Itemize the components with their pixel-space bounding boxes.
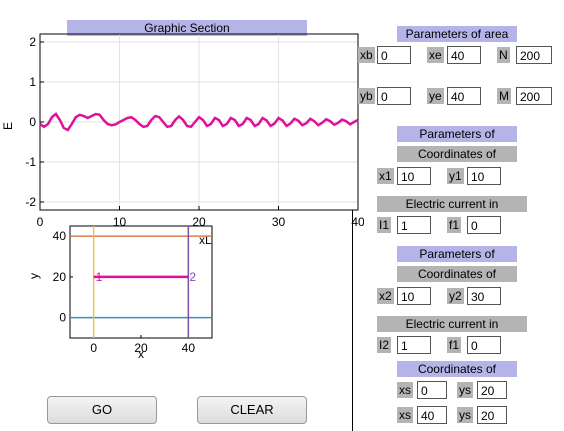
f1-label: f1	[447, 217, 462, 233]
xe-input[interactable]: 40	[447, 46, 481, 64]
f1-input[interactable]: 0	[467, 216, 501, 234]
y2-label: y2	[447, 288, 464, 304]
i2-input[interactable]: 1	[397, 336, 431, 354]
y2-input[interactable]: 30	[467, 287, 501, 305]
x2-input[interactable]: 10	[397, 287, 431, 305]
y-tick-label: -2	[25, 195, 36, 209]
panel-divider	[352, 210, 353, 431]
y1-label: y1	[447, 168, 464, 184]
m-label: M	[497, 88, 511, 104]
conductor1-current-title: Electric current in	[377, 196, 527, 212]
geo-y-tick-label: 0	[59, 311, 66, 325]
m-input[interactable]: 200	[516, 87, 552, 105]
ys2-label: ys	[457, 407, 473, 423]
go-button[interactable]: GO	[47, 396, 157, 424]
point-1-label: 1	[96, 270, 103, 284]
clear-button[interactable]: CLEAR	[197, 396, 307, 424]
geometry-y-label: y	[27, 273, 41, 279]
graphic-section-title: Graphic Section	[67, 20, 307, 36]
x-tick-label: 0	[37, 215, 44, 229]
xb-input[interactable]: 0	[377, 46, 411, 64]
params-area-title: Parameters of area	[397, 26, 517, 42]
f2-input[interactable]: 0	[467, 336, 501, 354]
i1-label: I1	[377, 217, 392, 233]
x-tick-label: 40	[351, 215, 364, 229]
x2-label: x2	[377, 288, 394, 304]
xs1-input[interactable]: 0	[417, 381, 447, 399]
geo-x-tick-label: 0	[90, 341, 97, 355]
n-label: N	[497, 47, 510, 63]
geometry-x-label: x	[138, 347, 144, 361]
geo-y-tick-label: 20	[53, 270, 67, 284]
geo-x-tick-label: 40	[182, 341, 196, 355]
geometry-plot: xL y x 0 20 40 40 20 0 1 2	[27, 225, 213, 361]
x1-input[interactable]: 10	[397, 167, 431, 185]
conductor1-coords-title: Coordinates of	[397, 146, 517, 162]
ye-input[interactable]: 40	[447, 87, 481, 105]
y-tick-label: 2	[29, 35, 36, 49]
chart-grid	[39, 34, 359, 210]
y-tick-label: 1	[29, 75, 36, 89]
e-field-chart: E 210-1-2 0 10 20 30 40	[1, 33, 364, 229]
xb-label: xb	[358, 47, 375, 63]
x-tick-label: 30	[272, 215, 286, 229]
i2-label: I2	[377, 337, 392, 353]
series-line	[39, 112, 359, 132]
point-2-label: 2	[189, 270, 196, 284]
f2-label: f1	[447, 337, 462, 353]
conductor1-title: Parameters of	[397, 126, 517, 142]
y-tick-label: -1	[25, 155, 36, 169]
xs2-input[interactable]: 40	[417, 406, 447, 424]
x1-label: x1	[377, 168, 394, 184]
geo-x-tick-label: 20	[134, 341, 148, 355]
yb-label: yb	[358, 88, 375, 104]
i1-input[interactable]: 1	[397, 216, 431, 234]
ys2-input[interactable]: 20	[477, 406, 507, 424]
y1-input[interactable]: 10	[467, 167, 501, 185]
xs2-label: xs	[397, 407, 413, 423]
geo-y-tick-label: 40	[53, 229, 67, 243]
n-input[interactable]: 200	[516, 46, 552, 64]
x-axis-label: xL	[199, 233, 212, 247]
conductor2-title: Parameters of	[397, 246, 517, 262]
xs1-label: xs	[397, 382, 413, 398]
y-axis-label: E	[1, 122, 15, 130]
ye-label: ye	[427, 88, 444, 104]
ys1-label: ys	[457, 382, 473, 398]
section-coords-title: Coordinates of	[397, 361, 517, 377]
ys1-input[interactable]: 20	[477, 381, 507, 399]
y-tick-label: 0	[29, 115, 36, 129]
conductor2-coords-title: Coordinates of	[397, 266, 517, 282]
conductor2-current-title: Electric current in	[377, 316, 527, 332]
yb-input[interactable]: 0	[377, 87, 411, 105]
xe-label: xe	[427, 47, 444, 63]
